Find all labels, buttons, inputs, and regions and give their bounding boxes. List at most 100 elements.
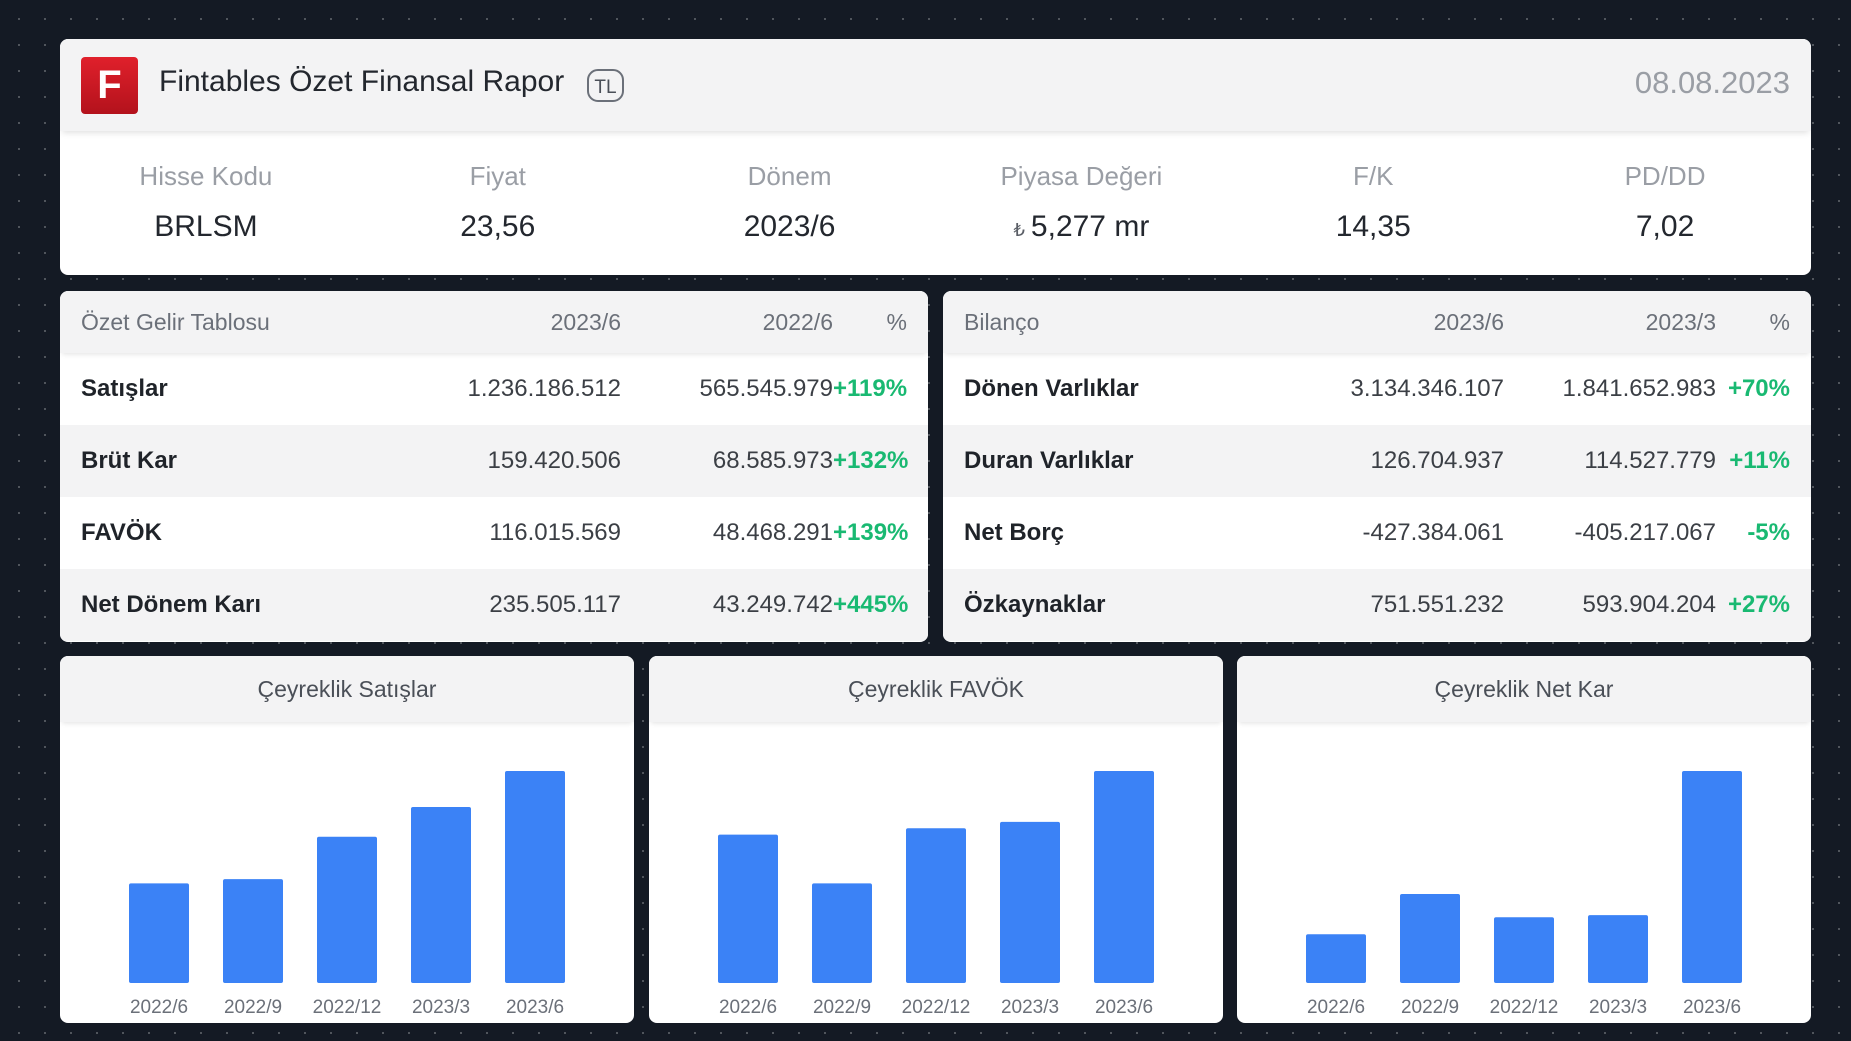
column-header: 2023/3 [1645, 308, 1716, 335]
column-header: 2023/6 [550, 308, 621, 335]
bar-2022-9 [812, 883, 872, 983]
chart-title: Çeyreklik Net Kar [1237, 656, 1811, 722]
cell-current: 159.420.506 [487, 447, 621, 474]
cell-change: +27% [1727, 591, 1790, 618]
x-tick-label: 2023/3 [412, 997, 470, 1018]
row-label: Duran Varlıklar [964, 447, 1134, 474]
balance-sheet-table: Bilanço 2023/6 2023/3 % Dönen Varlıklar … [943, 291, 1811, 642]
row-label: Satışlar [81, 375, 168, 402]
cell-current: 1.236.186.512 [467, 375, 621, 402]
cell-previous: 593.904.204 [1582, 591, 1716, 618]
table-row: Net Borç -427.384.061 -405.217.067 -5% [943, 497, 1811, 569]
quarterly-sales-chart: Çeyreklik Satışlar 2022/6 2022/9 2022/12 20… [60, 656, 634, 1023]
cell-current: 126.704.937 [1370, 447, 1504, 474]
bar-2022-6 [718, 834, 778, 983]
bar-2023-3 [1000, 821, 1060, 983]
cell-previous: 565.545.979 [699, 375, 833, 402]
x-tick-label: 2022/6 [719, 997, 777, 1018]
x-tick-label: 2022/9 [813, 997, 871, 1018]
x-tick-label: 2022/9 [1401, 997, 1459, 1018]
bar-2023-3 [1588, 915, 1648, 983]
quarterly-ebitda-chart: Çeyreklik FAVÖK 2022/6 2022/9 2022/12 2023/… [649, 656, 1223, 1023]
cell-previous: 48.468.291 [712, 519, 833, 546]
metric-ticker: Hisse Kodu BRLSM [60, 131, 352, 275]
x-tick-label: 2022/6 [130, 997, 188, 1018]
x-tick-label: 2022/12 [1490, 997, 1559, 1018]
metric-value: 7,02 [1635, 210, 1695, 243]
metric-label: Piyasa Değeri [1000, 161, 1163, 191]
bar-2023-3 [411, 807, 471, 983]
table-header: Özet Gelir Tablosu 2023/6 2022/6 % [60, 291, 928, 353]
cell-change: +11% [1729, 447, 1790, 474]
row-label: Brüt Kar [81, 447, 178, 474]
bar-2022-9 [223, 879, 283, 983]
chart-svg: 2022/6 2022/9 2022/12 2023/3 2023/6 [129, 771, 565, 1018]
column-header: Bilanço [964, 308, 1040, 335]
table-row: Net Dönem Karı 235.505.117 43.249.742 +4… [60, 569, 928, 641]
report-date: 08.08.2023 [1634, 65, 1790, 100]
cell-change: +132% [833, 447, 909, 474]
bar-2023-6 [1682, 771, 1742, 983]
bar-2023-6 [1094, 771, 1154, 983]
x-tick-label: 2022/9 [224, 997, 282, 1018]
column-header: Özet Gelir Tablosu [81, 308, 270, 335]
bar-2022-6 [1306, 934, 1366, 983]
table-row: FAVÖK 116.015.569 48.468.291 +139% [60, 497, 928, 569]
currency-badge: TL [587, 69, 624, 102]
column-header: 2022/6 [762, 308, 833, 335]
column-header: 2023/6 [1433, 308, 1504, 335]
chart-svg: 2022/6 2022/9 2022/12 2023/3 2023/6 [1306, 771, 1742, 1018]
table-header: Bilanço 2023/6 2023/3 % [943, 291, 1811, 353]
metric-value: BRLSM [154, 210, 258, 243]
quarterly-net-profit-chart: Çeyreklik Net Kar 2022/6 2022/9 2022/12 202… [1237, 656, 1811, 1023]
table-row: Dönen Varlıklar 3.134.346.107 1.841.652.… [943, 353, 1811, 425]
metric-value: 23,56 [460, 210, 536, 243]
metric-value: 5,277 mr [1030, 210, 1150, 243]
cell-change: +119% [833, 375, 908, 402]
bar-2022-12 [1494, 917, 1554, 983]
cell-change: +139% [833, 519, 909, 546]
bar-2022-12 [317, 836, 377, 983]
metric-label: Hisse Kodu [139, 161, 273, 191]
row-label: Özkaynaklar [964, 591, 1106, 618]
lira-icon: ₺ [1013, 220, 1025, 240]
cell-change: +70% [1727, 375, 1790, 402]
key-metrics: Hisse Kodu BRLSM Fiyat 23,56 Dönem 2023/… [60, 131, 1811, 275]
row-label: FAVÖK [81, 519, 162, 546]
metric-value: 2023/6 [743, 210, 836, 243]
metric-label: PD/DD [1624, 161, 1706, 191]
chart-svg: 2022/6 2022/9 2022/12 2023/3 2023/6 [718, 771, 1154, 1018]
bar-2022-9 [1400, 893, 1460, 983]
table-row: Satışlar 1.236.186.512 565.545.979 +119% [60, 353, 928, 425]
chart-title: Çeyreklik Satışlar [60, 656, 634, 722]
header-bar: F Fintables Özet Finansal Rapor TL 08.08… [60, 39, 1811, 131]
column-header: % [1769, 308, 1790, 335]
x-tick-label: 2022/12 [313, 997, 382, 1018]
metric-period: Dönem 2023/6 [644, 131, 936, 275]
metric-price: Fiyat 23,56 [352, 131, 644, 275]
x-tick-label: 2023/6 [506, 997, 564, 1018]
metric-pe: F/K 14,35 [1227, 131, 1519, 275]
metric-label: F/K [1353, 161, 1394, 191]
x-tick-label: 2023/6 [1683, 997, 1741, 1018]
cell-change: +445% [833, 591, 909, 618]
cell-previous: 43.249.742 [712, 591, 833, 618]
metric-label: Fiyat [469, 161, 526, 191]
bar-2022-6 [129, 883, 189, 983]
cell-previous: 68.585.973 [712, 447, 833, 474]
row-label: Net Borç [964, 519, 1065, 546]
table-row: Özkaynaklar 751.551.232 593.904.204 +27% [943, 569, 1811, 641]
row-label: Net Dönem Karı [81, 591, 262, 618]
cell-current: -427.384.061 [1362, 519, 1504, 546]
chart-title: Çeyreklik FAVÖK [649, 656, 1223, 722]
metric-value: 14,35 [1335, 210, 1411, 243]
cell-previous: 114.527.779 [1584, 447, 1716, 474]
income-statement-table: Özet Gelir Tablosu 2023/6 2022/6 % Satış… [60, 291, 928, 642]
bar-2023-6 [505, 771, 565, 983]
cell-previous: 1.841.652.983 [1562, 375, 1716, 402]
column-header: % [886, 308, 907, 335]
row-label: Dönen Varlıklar [964, 375, 1139, 402]
cell-current: 116.015.569 [489, 519, 621, 546]
x-tick-label: 2022/6 [1307, 997, 1365, 1018]
bar-2022-12 [906, 828, 966, 983]
